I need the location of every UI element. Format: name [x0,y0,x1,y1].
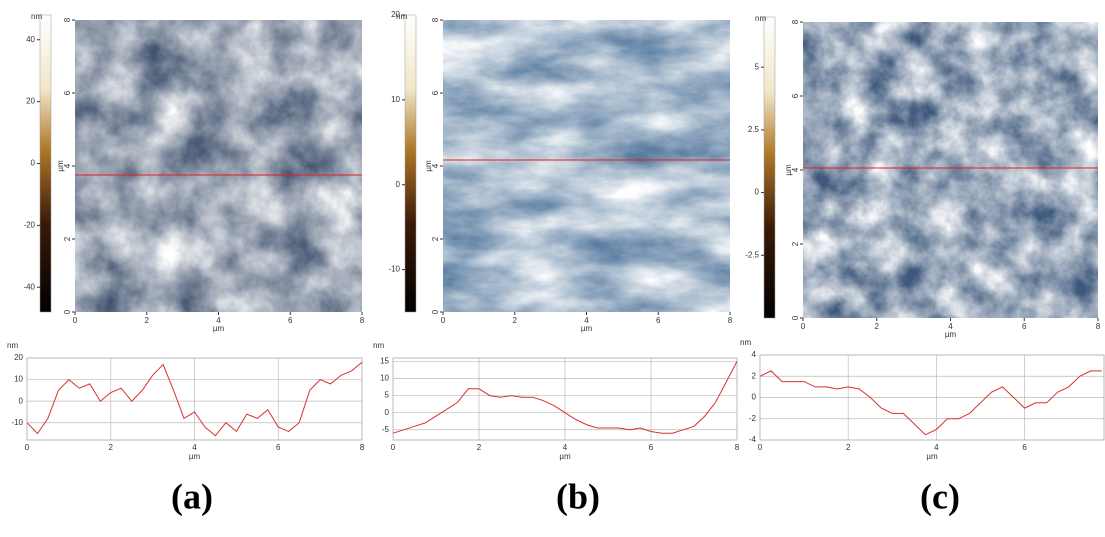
panel-label: (b) [556,476,600,516]
y-tick-label: 4 [431,163,440,168]
x-tick-label: 2 [477,443,482,452]
y-tick-label: 0 [63,309,72,314]
colorbar-tick-label: -40 [23,282,35,291]
x-tick-label: 4 [584,316,589,325]
y-tick-label: 6 [791,93,800,98]
x-axis-label: µm [926,452,938,461]
x-tick-label: 8 [728,316,733,325]
y-tick-label: -4 [749,435,757,444]
y-tick-label: 0 [431,309,440,314]
colorbar-tick-label: 10 [391,95,400,104]
x-axis-label: µm [945,330,957,339]
y-tick-label: -2 [749,414,757,423]
colorbar-tick-label: 5 [755,62,760,71]
colorbar-tick-label: -20 [23,220,35,229]
x-axis-label: µm [559,452,571,461]
x-tick-label: 0 [758,443,763,452]
y-tick-label: 8 [63,17,72,22]
x-tick-label: 6 [656,316,661,325]
x-tick-label: 6 [276,443,281,452]
y-tick-label: 0 [752,393,757,402]
x-tick-label: 2 [145,316,150,325]
y-tick-label: 15 [380,357,389,366]
colorbar-unit: nm [396,12,407,21]
y-axis-label: µm [424,160,433,172]
x-tick-label: 0 [73,316,78,325]
x-tick-label: 6 [288,316,293,325]
x-tick-label: 8 [735,443,740,452]
x-tick-label: 4 [216,316,221,325]
y-axis-label: nm [7,341,18,350]
x-tick-label: 8 [1096,322,1101,331]
profile-curve [759,370,1102,436]
y-tick-label: -10 [11,418,23,427]
x-tick-label: 6 [649,443,654,452]
x-tick-label: 2 [846,443,851,452]
x-tick-label: 6 [1022,322,1027,331]
y-tick-label: 6 [431,90,440,95]
y-tick-label: 4 [791,167,800,172]
y-tick-label: 4 [63,163,72,168]
colorbar-tick-label: 20 [26,97,35,106]
y-tick-label: 2 [752,371,757,380]
colorbar-tick-label: 20 [391,10,400,19]
y-tick-label: 10 [380,374,389,383]
y-tick-label: 0 [791,315,800,320]
x-tick-label: 2 [109,443,114,452]
x-tick-label: 4 [563,443,568,452]
colorbar [404,14,417,313]
afm-image [75,20,362,312]
y-axis-label: µm [784,164,793,176]
x-tick-label: 8 [360,316,365,325]
x-tick-label: 0 [25,443,30,452]
y-tick-label: 6 [63,90,72,95]
y-tick-label: 2 [431,236,440,241]
profile-curve [392,361,738,434]
colorbar-tick-label: 2.5 [748,125,760,134]
y-axis-label: nm [740,338,751,347]
x-tick-label: 8 [360,443,365,452]
colorbar-tick-label: -10 [388,265,400,274]
x-tick-label: 0 [801,322,806,331]
x-tick-label: 0 [391,443,396,452]
colorbar-tick-label: -2.5 [745,250,759,259]
y-axis-label: µm [56,160,65,172]
y-tick-label: 8 [431,17,440,22]
x-tick-label: 6 [1022,443,1027,452]
colorbar [39,14,52,313]
afm-image [803,22,1098,318]
colorbar-unit: nm [755,14,766,23]
colorbar-tick-label: 40 [26,35,35,44]
x-axis-label: µm [581,324,593,333]
x-tick-label: 4 [192,443,197,452]
x-tick-label: 2 [513,316,518,325]
x-tick-label: 4 [948,322,953,331]
colorbar-tick-label: 0 [396,180,401,189]
y-tick-label: 2 [63,236,72,241]
colorbar-unit: nm [31,12,42,21]
colorbar [763,16,776,319]
profile-curve [26,361,363,437]
panel-label: (c) [920,476,960,516]
y-tick-label: 5 [385,391,390,400]
y-tick-label: 0 [19,396,24,405]
y-tick-label: 8 [791,19,800,24]
colorbar-tick-label: 0 [31,159,36,168]
x-tick-label: 4 [934,443,939,452]
y-tick-label: 0 [385,408,390,417]
y-tick-label: -5 [382,425,390,434]
x-axis-label: µm [213,324,225,333]
y-tick-label: 10 [14,375,23,384]
x-axis-label: µm [189,452,201,461]
x-tick-label: 2 [875,322,880,331]
y-tick-label: 4 [752,350,757,359]
y-axis-label: nm [373,341,384,350]
y-tick-label: 20 [14,353,23,362]
y-tick-label: 2 [791,241,800,246]
x-tick-label: 0 [441,316,446,325]
afm-image [443,20,730,312]
panel-label: (a) [171,476,213,516]
colorbar-tick-label: 0 [755,188,760,197]
